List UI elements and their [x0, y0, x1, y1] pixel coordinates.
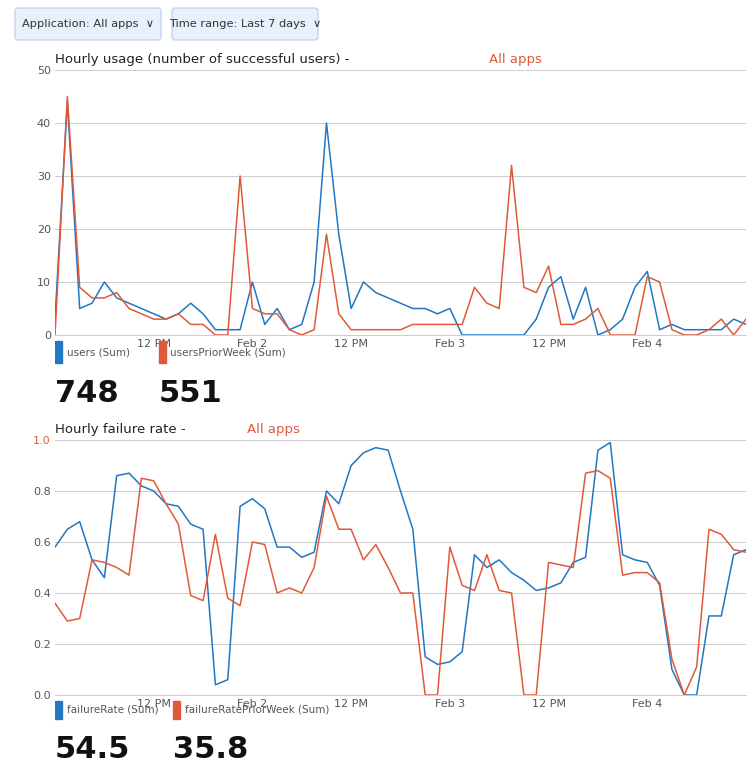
Text: 551: 551	[159, 378, 222, 408]
Bar	[173, 701, 181, 719]
Text: 748: 748	[55, 378, 119, 408]
Bar	[55, 341, 62, 363]
Text: Time range: Last 7 days  ∨: Time range: Last 7 days ∨	[169, 19, 321, 29]
Text: 35.8: 35.8	[173, 734, 249, 764]
Text: Hourly usage (number of successful users) -: Hourly usage (number of successful users…	[55, 54, 354, 66]
Text: Hourly failure rate -: Hourly failure rate -	[55, 424, 190, 437]
FancyBboxPatch shape	[172, 8, 318, 40]
Text: users (Sum): users (Sum)	[67, 347, 130, 357]
FancyBboxPatch shape	[15, 8, 161, 40]
Text: Application: All apps  ∨: Application: All apps ∨	[22, 19, 154, 29]
Text: failureRatePriorWeek (Sum): failureRatePriorWeek (Sum)	[185, 705, 330, 715]
Bar	[55, 701, 62, 719]
Text: All apps: All apps	[489, 54, 542, 66]
Text: failureRate (Sum): failureRate (Sum)	[67, 705, 159, 715]
Text: All apps: All apps	[247, 424, 300, 437]
Text: 54.5: 54.5	[55, 734, 130, 764]
Text: usersPriorWeek (Sum): usersPriorWeek (Sum)	[171, 347, 287, 357]
Bar	[159, 341, 166, 363]
